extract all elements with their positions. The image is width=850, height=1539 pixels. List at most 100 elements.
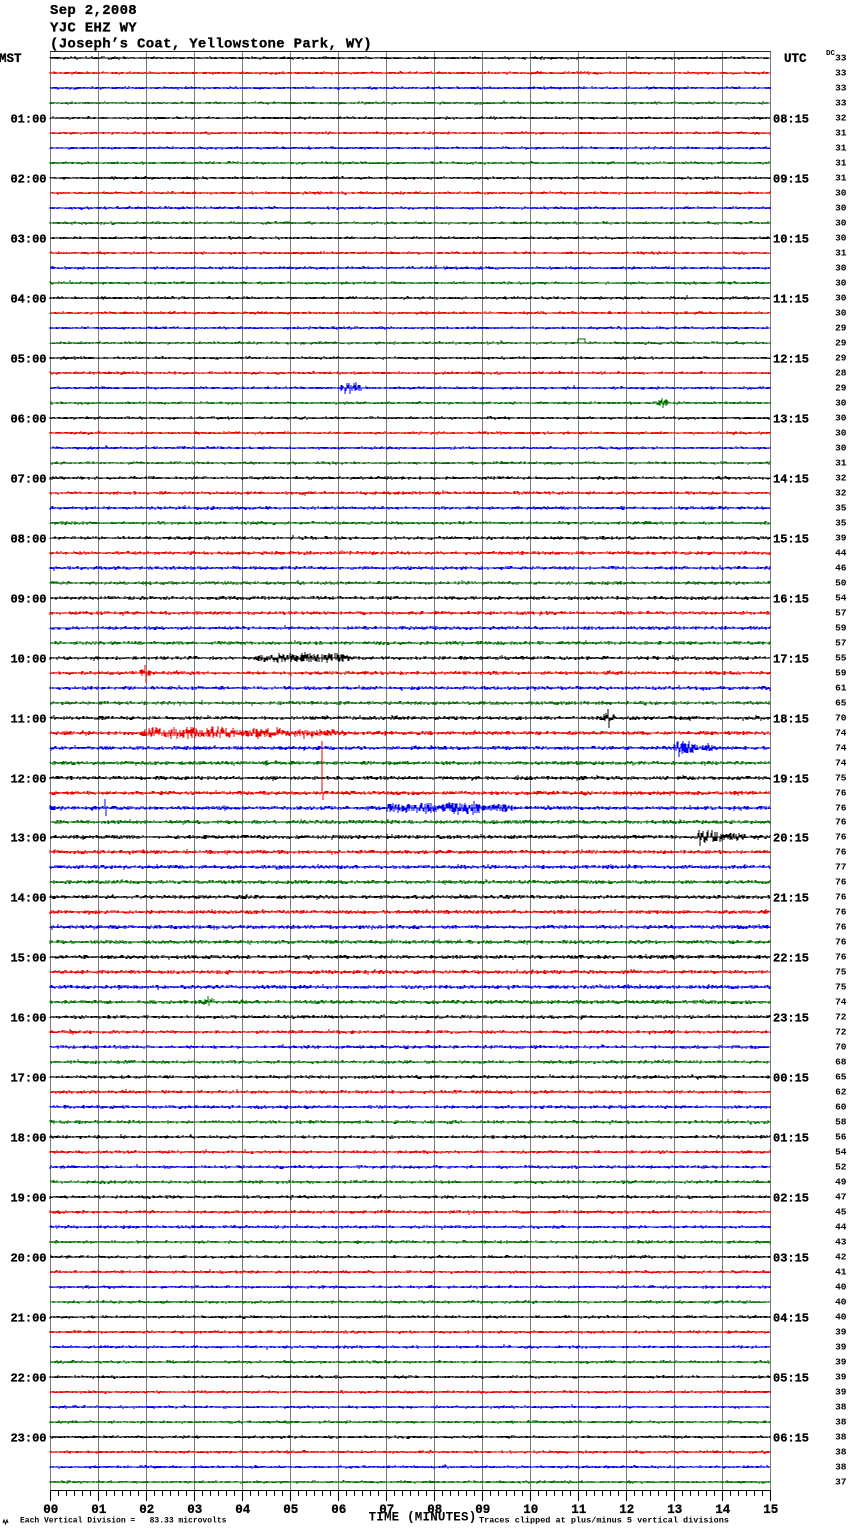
svg-text:30: 30 <box>835 233 847 244</box>
svg-text:56: 56 <box>835 1132 847 1143</box>
svg-text:01:00: 01:00 <box>10 113 46 127</box>
svg-text:35: 35 <box>835 503 847 514</box>
svg-text:38: 38 <box>835 1402 847 1413</box>
svg-text:11:00: 11:00 <box>10 713 46 727</box>
svg-text:06:00: 06:00 <box>10 413 46 427</box>
svg-text:16:00: 16:00 <box>10 1012 46 1026</box>
svg-text:42: 42 <box>835 1252 847 1263</box>
svg-text:76: 76 <box>835 803 847 814</box>
svg-text:31: 31 <box>835 128 847 139</box>
svg-text:09:15: 09:15 <box>773 173 809 187</box>
svg-text:15:00: 15:00 <box>10 952 46 966</box>
svg-text:29: 29 <box>835 353 847 364</box>
svg-text:44: 44 <box>835 548 847 559</box>
svg-text:00: 00 <box>43 1503 58 1517</box>
svg-text:43: 43 <box>835 1237 847 1248</box>
svg-text:31: 31 <box>835 173 847 184</box>
svg-text:Traces clipped at plus/minus 5: Traces clipped at plus/minus 5 vertical … <box>479 1516 729 1526</box>
svg-text:38: 38 <box>835 1462 847 1473</box>
svg-text:21:00: 21:00 <box>10 1312 46 1326</box>
svg-text:40: 40 <box>835 1282 847 1293</box>
svg-text:30: 30 <box>835 443 847 454</box>
svg-text:40: 40 <box>835 1297 847 1308</box>
svg-text:30: 30 <box>835 203 847 214</box>
svg-text:22:15: 22:15 <box>773 952 809 966</box>
svg-text:14: 14 <box>715 1503 731 1517</box>
svg-text:06: 06 <box>331 1503 346 1517</box>
svg-text:29: 29 <box>835 323 847 334</box>
svg-text:DC: DC <box>826 50 836 58</box>
svg-text:12:00: 12:00 <box>10 773 46 787</box>
svg-text:33: 33 <box>835 53 847 64</box>
svg-text:MST: MST <box>0 52 22 66</box>
svg-text:62: 62 <box>835 1087 847 1098</box>
svg-text:65: 65 <box>835 698 847 709</box>
svg-text:08:00: 08:00 <box>10 533 46 547</box>
svg-text:Sep 2,2008: Sep 2,2008 <box>50 3 137 19</box>
svg-text:61: 61 <box>835 683 847 694</box>
svg-text:17:00: 17:00 <box>10 1072 46 1086</box>
svg-text:30: 30 <box>835 218 847 229</box>
svg-text:57: 57 <box>835 608 847 619</box>
svg-text:76: 76 <box>835 877 847 888</box>
svg-text:74: 74 <box>835 728 847 739</box>
svg-text:09: 09 <box>475 1503 490 1517</box>
svg-text:02:15: 02:15 <box>773 1192 809 1206</box>
svg-text:30: 30 <box>835 278 847 289</box>
svg-text:17:15: 17:15 <box>773 653 809 667</box>
svg-text:72: 72 <box>835 1027 847 1038</box>
svg-text:76: 76 <box>835 832 847 843</box>
svg-text:76: 76 <box>835 847 847 858</box>
svg-text:35: 35 <box>835 518 847 529</box>
svg-text:12: 12 <box>619 1503 634 1517</box>
svg-text:13:00: 13:00 <box>10 832 46 846</box>
svg-text:77: 77 <box>835 862 847 873</box>
svg-text:19:00: 19:00 <box>10 1192 46 1206</box>
svg-text:76: 76 <box>835 817 847 828</box>
svg-text:74: 74 <box>835 758 847 769</box>
svg-text:39: 39 <box>835 1342 847 1353</box>
svg-text:72: 72 <box>835 1012 847 1023</box>
svg-text:68: 68 <box>835 1057 847 1068</box>
svg-text:49: 49 <box>835 1177 847 1188</box>
svg-text:76: 76 <box>835 952 847 963</box>
svg-text:52: 52 <box>835 1162 847 1173</box>
svg-text:75: 75 <box>835 773 847 784</box>
svg-text:59: 59 <box>835 668 847 679</box>
svg-text:65: 65 <box>835 1072 847 1083</box>
svg-text:Each Vertical Division = 83.: Each Vertical Division = 83.33 microvolt… <box>20 1517 227 1526</box>
svg-text:76: 76 <box>835 922 847 933</box>
svg-text:13: 13 <box>667 1503 682 1517</box>
svg-text:46: 46 <box>835 563 847 574</box>
svg-text:12:15: 12:15 <box>773 353 809 367</box>
svg-text:14:00: 14:00 <box>10 892 46 906</box>
svg-text:37: 37 <box>835 1477 847 1488</box>
svg-text:39: 39 <box>835 1387 847 1398</box>
svg-text:30: 30 <box>835 398 847 409</box>
svg-text:32: 32 <box>835 473 847 484</box>
svg-text:29: 29 <box>835 383 847 394</box>
svg-text:76: 76 <box>835 907 847 918</box>
svg-text:21:15: 21:15 <box>773 892 809 906</box>
svg-text:20:15: 20:15 <box>773 832 809 846</box>
svg-text:00:15: 00:15 <box>773 1072 809 1086</box>
svg-text:39: 39 <box>835 1372 847 1383</box>
svg-text:39: 39 <box>835 1357 847 1368</box>
svg-text:UTC: UTC <box>784 52 807 66</box>
svg-text:59: 59 <box>835 623 847 634</box>
svg-text:45: 45 <box>835 1207 847 1218</box>
svg-text:55: 55 <box>835 653 847 664</box>
svg-text:50: 50 <box>835 578 847 589</box>
svg-text:47: 47 <box>835 1192 847 1203</box>
svg-text:75: 75 <box>835 982 847 993</box>
svg-text:16:15: 16:15 <box>773 593 809 607</box>
svg-text:11: 11 <box>571 1503 586 1517</box>
svg-text:02: 02 <box>139 1503 154 1517</box>
svg-text:75: 75 <box>835 967 847 978</box>
svg-text:10: 10 <box>523 1503 538 1517</box>
svg-text:04:15: 04:15 <box>773 1312 809 1326</box>
svg-text:03: 03 <box>187 1503 202 1517</box>
svg-text:70: 70 <box>835 713 847 724</box>
svg-text:33: 33 <box>835 83 847 94</box>
svg-text:39: 39 <box>835 533 847 544</box>
